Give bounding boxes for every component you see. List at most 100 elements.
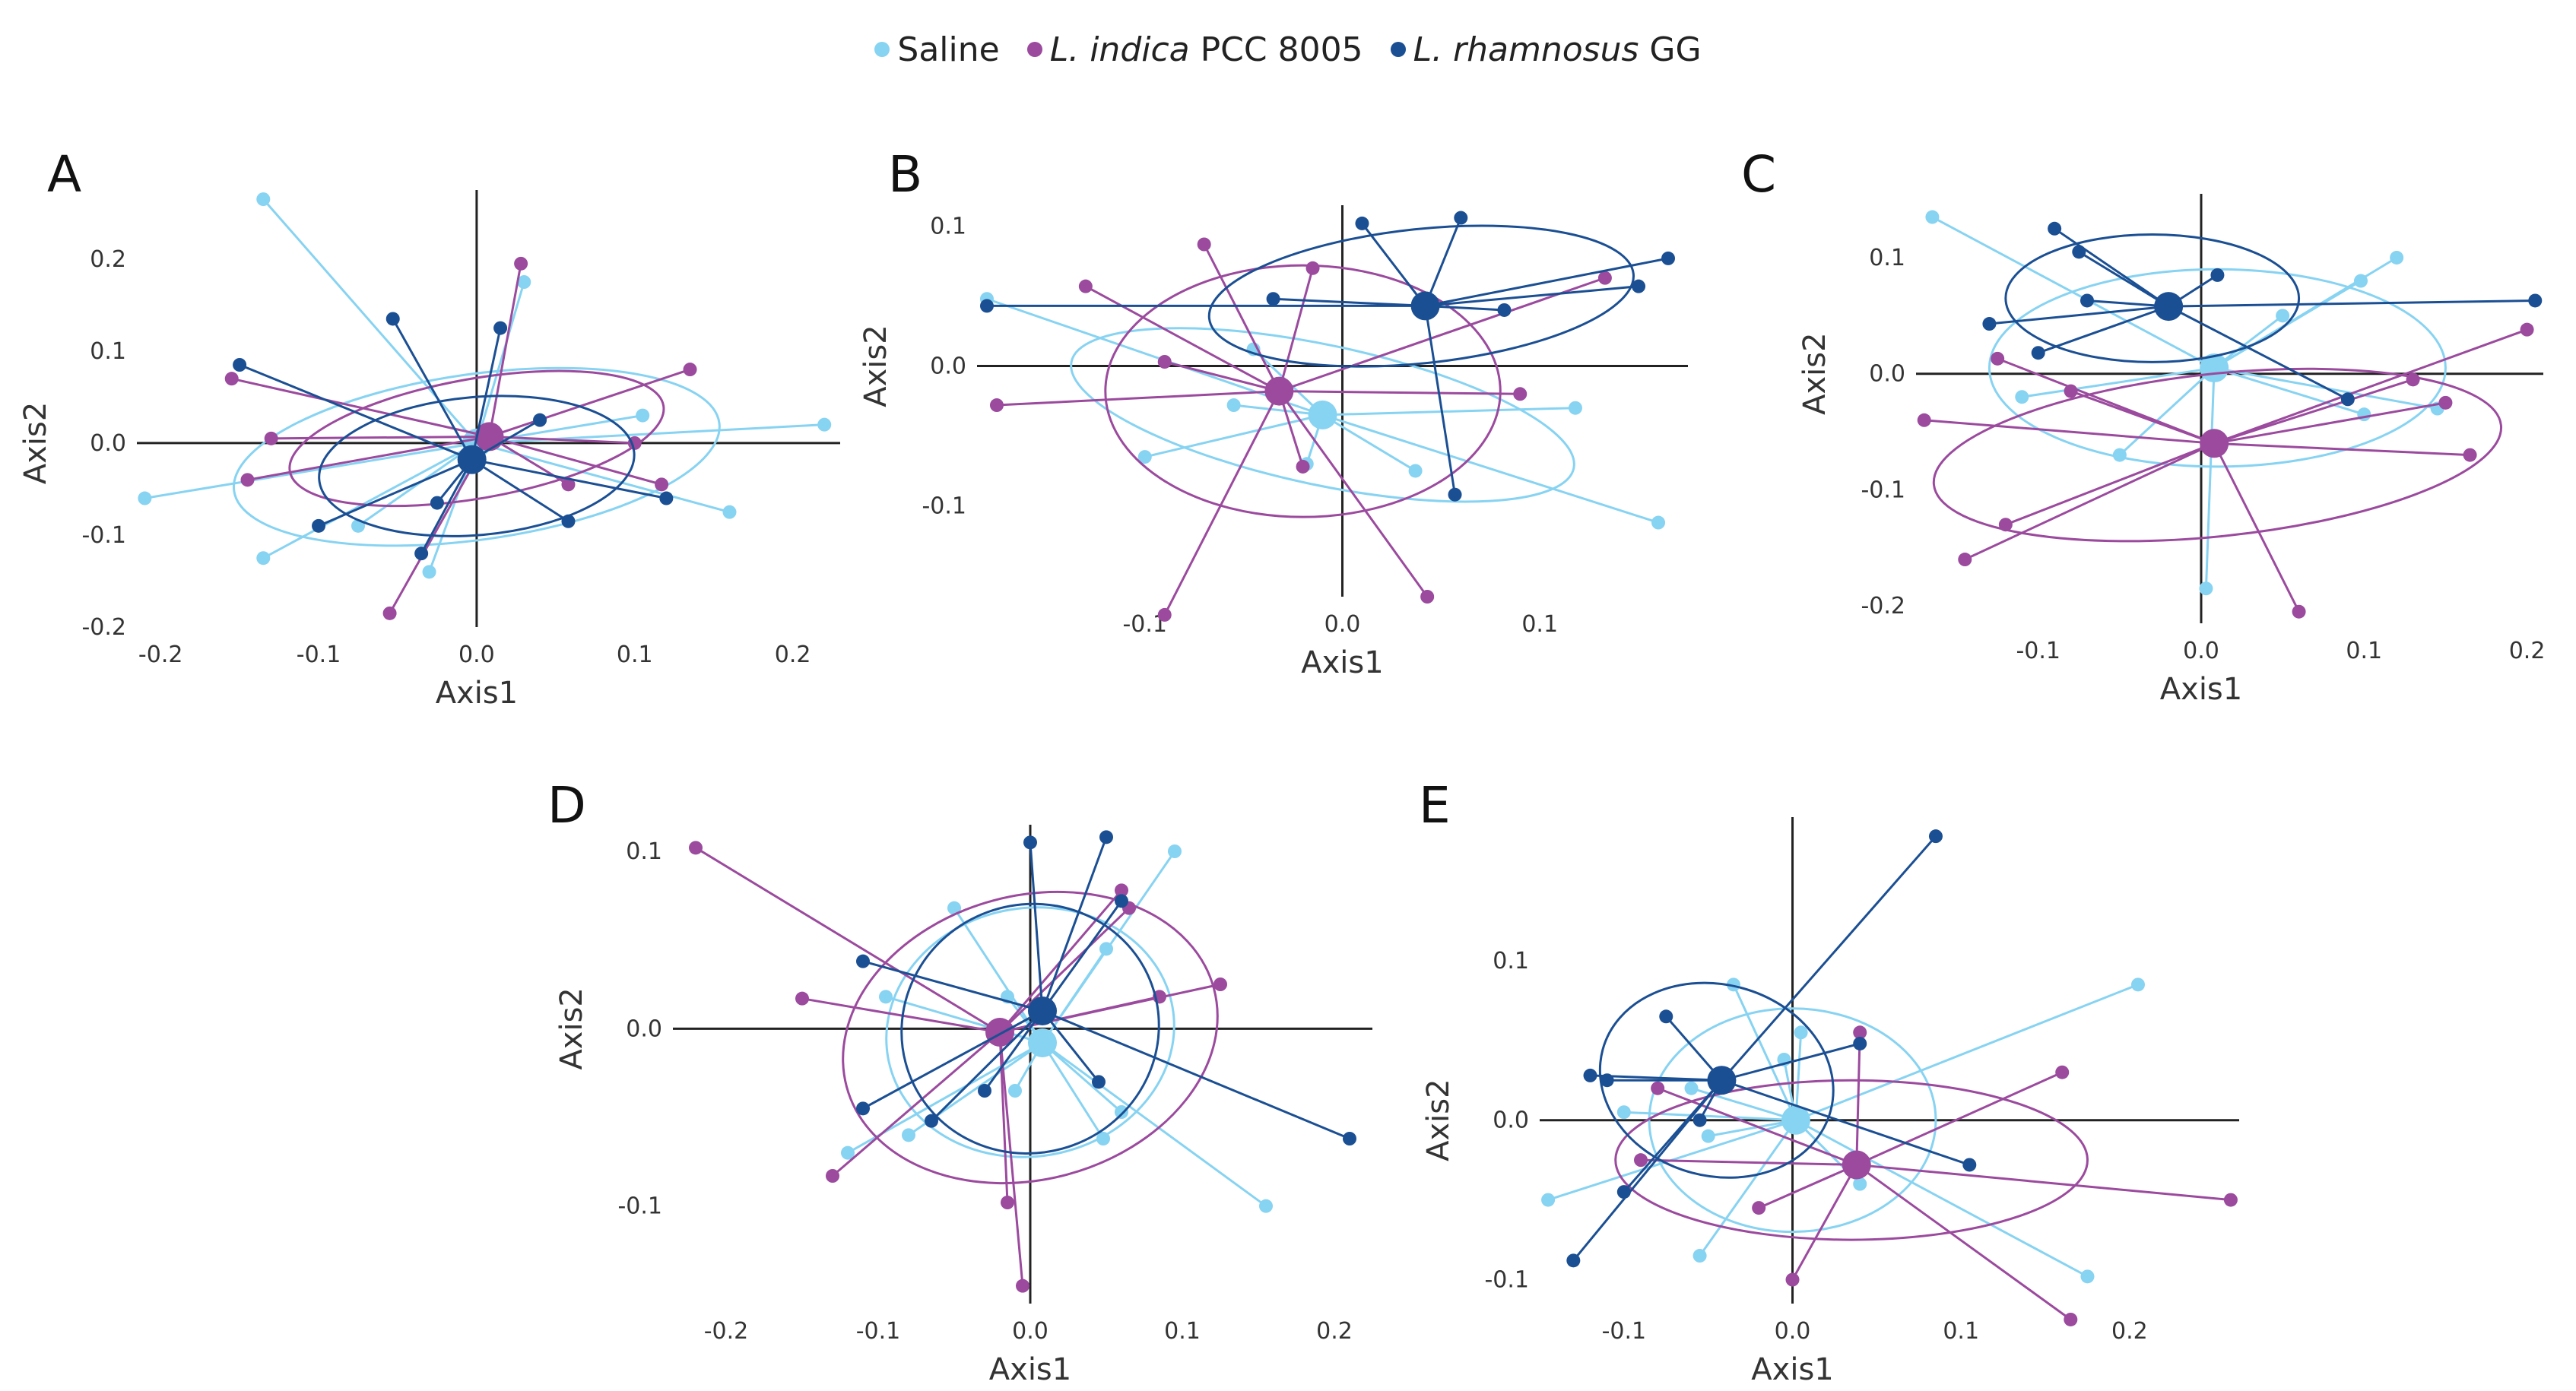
spoke-line [471, 458, 569, 523]
sample-point [1137, 450, 1152, 464]
sample-point [2520, 322, 2534, 337]
spoke-line [1708, 1119, 1797, 1138]
sample-point [856, 954, 870, 968]
y-tick-label: -0.1 [81, 522, 126, 549]
spoke-line [489, 435, 635, 445]
x-tick-label: -0.1 [1602, 1318, 1647, 1345]
spoke-line [801, 997, 1001, 1034]
spoke-line [1042, 1009, 1350, 1140]
sample-point [2210, 268, 2225, 282]
sample-point [1692, 1113, 1707, 1127]
sample-point [2223, 1193, 2238, 1207]
spoke-line [1721, 1079, 1970, 1166]
legend-item-lindica: L. indica PCC 8005 [1026, 30, 1363, 69]
group-lrham [233, 312, 674, 561]
spoke-line [1572, 1079, 1723, 1262]
sample-point [1982, 317, 1997, 331]
sample-point [1448, 487, 1462, 502]
group-centroid [1264, 376, 1294, 406]
spoke-line [862, 960, 1043, 1012]
sample-point [1023, 835, 1037, 850]
sample-point [561, 514, 576, 528]
sample-point [430, 496, 444, 510]
spoke-line [1041, 1010, 1100, 1083]
sample-point [1099, 942, 1113, 956]
y-axis-label: Axis2 [554, 987, 589, 1069]
sample-point [1226, 398, 1241, 413]
spoke-line [930, 1009, 1044, 1122]
x-tick-label: 0.1 [1164, 1318, 1201, 1345]
sample-point [1616, 1105, 1631, 1120]
spoke-line [392, 318, 473, 461]
sample-point [683, 363, 697, 377]
sample-point [925, 1114, 938, 1128]
spoke-line [489, 368, 691, 438]
sample-point [561, 477, 576, 492]
sample-point [422, 565, 436, 579]
group-centroid [1308, 400, 1337, 429]
spoke-line [1425, 285, 1639, 307]
x-tick-label: -0.1 [297, 642, 341, 668]
spoke-line [2022, 366, 2215, 398]
spoke-line [1856, 1163, 2232, 1202]
spoke-line [1795, 1119, 2089, 1278]
sample-point [902, 1128, 915, 1142]
spoke-line [1964, 442, 2215, 561]
y-tick-label: 0.0 [1869, 361, 1905, 388]
sample-point [1661, 251, 1676, 265]
group-centroid [1028, 997, 1057, 1025]
y-tick-label: -0.1 [1484, 1267, 1529, 1294]
sample-point [1726, 978, 1740, 992]
y-axis-label: Axis2 [858, 325, 893, 407]
sample-point [2064, 1312, 2078, 1326]
sample-point [1092, 1075, 1106, 1089]
sample-point [414, 547, 429, 561]
spoke-line [2038, 305, 2169, 354]
x-tick-label: 0.2 [1316, 1318, 1353, 1345]
confidence-ellipse [885, 906, 1175, 1158]
sample-point [1078, 279, 1093, 293]
spoke-line [1279, 390, 1521, 395]
group-centroid [457, 445, 487, 474]
group-lindica [689, 841, 1227, 1293]
sample-point [533, 413, 547, 427]
spoke-line [1277, 268, 1314, 392]
sample-point [1355, 216, 1369, 230]
spoke-line [1273, 297, 1426, 307]
y-axis-label: Axis2 [1421, 1079, 1456, 1161]
sample-point [2390, 250, 2404, 265]
y-tick-label: 0.0 [90, 430, 126, 457]
sample-point [1701, 1129, 1715, 1143]
spoke-line [996, 390, 1280, 407]
sample-point [636, 408, 650, 423]
spoke-line [1721, 835, 1937, 1082]
group-lrham [856, 830, 1356, 1155]
panel-A: A -0.2 -0.1 0.0 0.1 0.2 -0.2 -0.1 0.0 0.1 0.2 Axis1… [18, 145, 840, 711]
group-lindica [1917, 322, 2534, 619]
sample-point [1600, 1073, 1614, 1088]
spoke-line [1278, 277, 1606, 393]
sample-point [879, 990, 893, 1004]
legend: Saline L. indica PCC 8005 L. rhamnosus G… [0, 23, 2576, 76]
x-axis-label: Axis1 [436, 676, 518, 711]
spoke-line [2070, 390, 2215, 445]
sample-point [1853, 1177, 1867, 1191]
sample-point [722, 505, 737, 519]
sample-point [1958, 553, 1972, 567]
sample-point [978, 1084, 991, 1098]
spoke-line [1855, 1032, 1861, 1165]
sample-point [2528, 293, 2543, 308]
x-tick-label: 0.2 [2509, 638, 2546, 664]
spoke-line [2213, 328, 2528, 445]
x-tick-label: 0.2 [775, 642, 811, 668]
group-lrham [1982, 221, 2543, 407]
spoke-line [231, 377, 490, 438]
sample-point [1998, 518, 2013, 532]
y-axis-label: Axis2 [1797, 332, 1832, 414]
sample-point [1497, 303, 1512, 317]
spoke-line [998, 1031, 1009, 1203]
sample-point [1616, 1185, 1631, 1199]
sample-point [1213, 978, 1227, 991]
spoke-line [1931, 216, 2215, 369]
spoke-line [1203, 243, 1280, 392]
